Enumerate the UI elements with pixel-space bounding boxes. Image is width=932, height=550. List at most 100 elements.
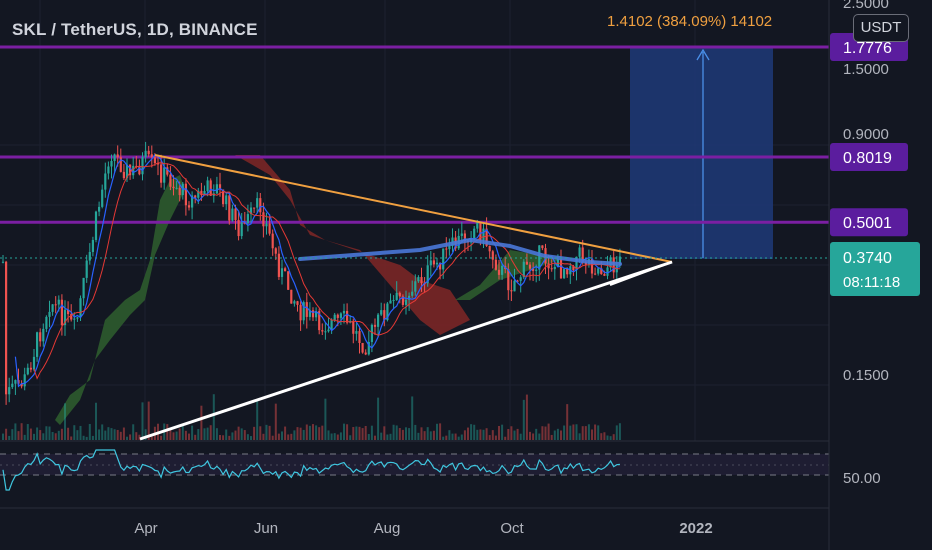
candle-body [5, 261, 8, 395]
volume-bar [339, 432, 342, 440]
candle-body [327, 329, 330, 332]
candle-body [23, 374, 26, 387]
candle-body [426, 265, 429, 284]
volume-bar [70, 436, 73, 440]
candle-body [494, 259, 497, 270]
volume-bar [57, 430, 60, 440]
price-tags: 1.7776 0.8019 0.5001 0.3740 08:11:18 [830, 33, 920, 296]
volume-bar [321, 425, 324, 440]
volume-bar [591, 429, 593, 440]
volume-bar [166, 424, 169, 440]
candle-body [361, 342, 364, 353]
candle-body [501, 265, 504, 275]
time-axis-label: Apr [134, 520, 157, 537]
candle-body [305, 302, 308, 317]
volume-bar [299, 427, 302, 440]
volume-bar [305, 424, 308, 440]
candle-body [215, 184, 218, 194]
candle-body [330, 320, 333, 330]
triangle-resistance-line[interactable] [154, 154, 673, 263]
candle-body [163, 167, 166, 183]
candle-body [491, 251, 494, 260]
candle-body [107, 166, 110, 174]
candle-body [91, 239, 94, 252]
time-axis: Apr Jun Aug Oct 2022 [134, 520, 712, 537]
candle-body [132, 165, 135, 176]
volume-bar [315, 425, 318, 440]
volume-bar [498, 425, 500, 440]
level-price-tag [830, 143, 908, 171]
candle-body [401, 296, 404, 305]
volume-bar [451, 433, 454, 440]
volume-bar [597, 425, 600, 440]
volume-bar [405, 427, 407, 440]
candle-body [435, 262, 439, 265]
volume-bar [150, 436, 153, 440]
volume-bar [395, 425, 398, 440]
volume-bar [420, 427, 423, 440]
candle-body [67, 309, 70, 315]
volume-bars [2, 394, 621, 440]
volume-bar [122, 427, 125, 440]
volume-bar [160, 435, 163, 440]
volume-bar [95, 402, 97, 440]
candle-body [559, 259, 563, 279]
volume-bar [618, 423, 621, 440]
volume-bar [550, 434, 553, 440]
volume-bar [116, 429, 119, 440]
candle-body [392, 299, 395, 301]
volume-bar [355, 426, 358, 440]
volume-bar [178, 428, 181, 440]
volume-bar [327, 430, 330, 440]
volume-bar [476, 429, 479, 440]
candle-countdown: 08:11:18 [843, 274, 900, 291]
candle-body [156, 163, 160, 165]
volume-bar [197, 429, 200, 440]
candle-body [175, 187, 178, 189]
candle-body [125, 164, 129, 179]
candle-body [70, 314, 73, 320]
volume-bar [609, 436, 612, 440]
volume-bar [587, 424, 590, 440]
volume-bar [256, 399, 259, 440]
candle-body [203, 191, 206, 196]
candle-body [54, 304, 57, 306]
target-projection-box[interactable] [630, 47, 773, 259]
target-arrow-head-icon [696, 48, 710, 61]
candle-body [277, 253, 280, 277]
rsi-line [2, 449, 620, 491]
candle-body [594, 273, 597, 275]
volume-bar [200, 405, 203, 440]
candle-body [352, 320, 355, 334]
volume-bar [126, 436, 128, 440]
volume-bar [191, 425, 194, 440]
candle-body [119, 157, 122, 172]
volume-bar [519, 433, 522, 440]
candle-body [237, 219, 240, 237]
candle-body [336, 314, 339, 318]
volume-bar [460, 434, 463, 440]
volume-bar [336, 434, 339, 440]
volume-bar [358, 426, 361, 440]
candle-body [538, 245, 541, 270]
triangle-support-line[interactable] [139, 260, 673, 441]
currency-unit-button[interactable]: USDT [853, 14, 909, 42]
volume-bar [296, 427, 299, 440]
volume-bar [535, 428, 538, 440]
rsi-panel[interactable] [0, 449, 829, 491]
candle-body [597, 268, 600, 274]
volume-bar [237, 426, 240, 440]
volume-bar [184, 430, 187, 440]
candle-body [265, 223, 268, 227]
volume-bar [439, 423, 442, 440]
candle-body [268, 223, 271, 234]
candle-body [525, 261, 528, 265]
volume-bar [203, 428, 206, 440]
volume-bar [175, 431, 178, 440]
volume-bar [88, 423, 91, 440]
candle-body [116, 154, 119, 158]
volume-bar [600, 433, 603, 440]
volume-bar [380, 432, 383, 440]
volume-bar [219, 434, 221, 440]
